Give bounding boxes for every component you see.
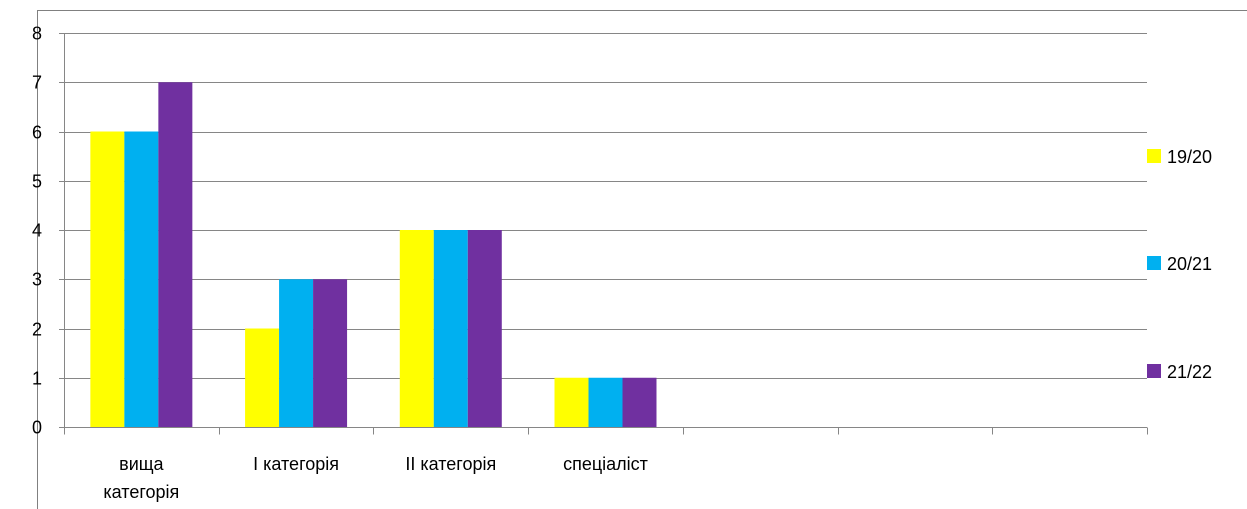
x-category-label: вища — [119, 454, 164, 474]
bar — [467, 230, 502, 427]
legend-swatch — [1147, 256, 1161, 270]
y-tick-label: 4 — [32, 221, 42, 241]
y-tick-label: 6 — [32, 123, 42, 143]
bar — [433, 230, 468, 427]
y-tick-label: 3 — [32, 270, 42, 290]
y-tick-label: 8 — [32, 24, 42, 44]
bar — [158, 82, 193, 427]
y-tick-label: 2 — [32, 320, 42, 340]
x-category-label: ІІ категорія — [405, 454, 496, 474]
legend-swatch — [1147, 364, 1161, 378]
x-category-label: спеціаліст — [563, 454, 648, 474]
bar — [622, 377, 657, 427]
bar — [90, 131, 125, 427]
bar — [399, 230, 434, 427]
bar — [313, 279, 348, 427]
bar — [245, 328, 280, 427]
y-tick-label: 0 — [32, 418, 42, 438]
x-category-label: категорія — [103, 482, 179, 502]
y-tick-label: 7 — [32, 73, 42, 93]
legend-label: 20/21 — [1167, 254, 1212, 274]
legend-swatch — [1147, 149, 1161, 163]
bar — [124, 131, 159, 427]
bar — [279, 279, 314, 427]
y-tick-label: 5 — [32, 172, 42, 192]
y-tick-label: 1 — [32, 369, 42, 389]
x-category-label: І категорія — [253, 454, 339, 474]
legend-label: 19/20 — [1167, 147, 1212, 167]
legend-label: 21/22 — [1167, 362, 1212, 382]
bar — [554, 377, 589, 427]
bar — [588, 377, 623, 427]
